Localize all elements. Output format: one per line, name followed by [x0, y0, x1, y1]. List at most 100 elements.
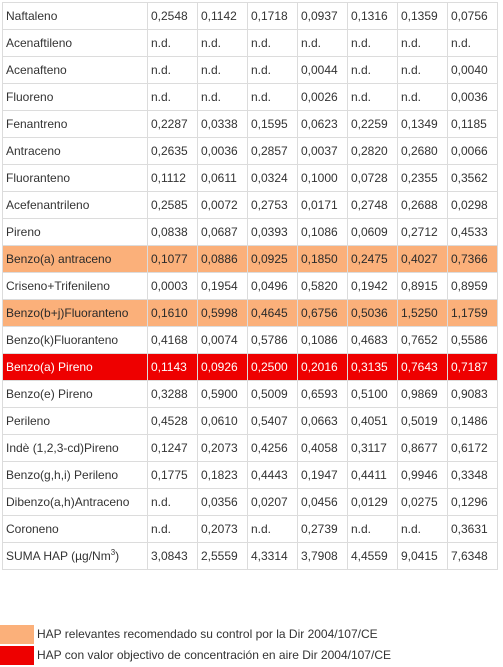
value-cell: 0,0926	[197, 353, 248, 381]
value-cell: 0,2259	[347, 110, 398, 138]
value-cell: 0,1954	[197, 272, 248, 300]
value-cell: 0,2548	[147, 2, 198, 30]
compound-name-cell: Benzo(a) Pireno	[2, 353, 148, 381]
value-cell: 0,0609	[347, 218, 398, 246]
value-cell: 1,5250	[397, 299, 448, 327]
legend-swatch-orange	[0, 625, 34, 644]
value-cell: 0,1143	[147, 353, 198, 381]
value-cell: 0,0037	[297, 137, 348, 165]
value-cell: 0,1086	[297, 326, 348, 354]
value-cell: 0,2857	[247, 137, 298, 165]
value-cell: 0,0026	[297, 83, 348, 111]
value-cell: n.d.	[247, 56, 298, 84]
legend-item-relevant: HAP relevantes recomendado su control po…	[0, 625, 500, 644]
value-cell: 0,4411	[347, 461, 398, 489]
value-cell: 0,0610	[197, 407, 248, 435]
value-cell: n.d.	[147, 29, 198, 57]
value-cell: 0,3631	[447, 515, 498, 543]
compound-name-cell: Acenaftileno	[2, 29, 148, 57]
value-cell: n.d.	[347, 56, 398, 84]
value-cell: n.d.	[397, 515, 448, 543]
compound-name-cell: Fluoranteno	[2, 164, 148, 192]
value-cell: 0,2688	[397, 191, 448, 219]
total-label: SUMA HAP (µg/Nm	[6, 549, 111, 563]
table-row: Antraceno 0,2635 0,0036 0,2857 0,0037 0,2820 0…	[2, 137, 498, 165]
compound-name-cell: Naftaleno	[2, 2, 148, 30]
value-cell: 0,9946	[397, 461, 448, 489]
value-cell: n.d.	[297, 29, 348, 57]
value-cell: 0,4533	[447, 218, 498, 246]
value-cell: 0,4645	[247, 299, 298, 327]
compound-name-cell: Pireno	[2, 218, 148, 246]
value-cell: 0,1077	[147, 245, 198, 273]
value-cell: n.d.	[197, 83, 248, 111]
value-cell: 0,5100	[347, 380, 398, 408]
compound-name-cell: Benzo(e) Pireno	[2, 380, 148, 408]
total-value-cell: 4,4559	[347, 542, 398, 570]
value-cell: 0,2073	[197, 515, 248, 543]
value-cell: 0,0324	[247, 164, 298, 192]
value-cell: 0,2585	[147, 191, 198, 219]
value-cell: 0,0072	[197, 191, 248, 219]
value-cell: 0,2820	[347, 137, 398, 165]
legend-text-relevant: HAP relevantes recomendado su control po…	[37, 627, 378, 641]
value-cell: 0,2355	[397, 164, 448, 192]
table-row: Acenafteno n.d. n.d. n.d. 0,0044 n.d. n.d. 0,00…	[2, 56, 498, 84]
value-cell: 0,0338	[197, 110, 248, 138]
compound-name-cell: Fluoreno	[2, 83, 148, 111]
value-cell: 0,1775	[147, 461, 198, 489]
value-cell: 0,5900	[197, 380, 248, 408]
table-row: Acenaftileno n.d. n.d. n.d. n.d. n.d. n.d. n.d.	[2, 29, 498, 57]
value-cell: 0,1486	[447, 407, 498, 435]
value-cell: n.d.	[147, 56, 198, 84]
table-row: Benzo(k)Fluoranteno 0,4168 0,0074 0,5786 0,1…	[2, 326, 498, 354]
compound-name-cell: Benzo(g,h,i) Perileno	[2, 461, 148, 489]
compound-name-cell: Benzo(b+j)Fluoranteno	[2, 299, 148, 327]
value-cell: 0,0838	[147, 218, 198, 246]
value-cell: 0,1142	[197, 2, 248, 30]
total-value-cell: 3,0843	[147, 542, 198, 570]
value-cell: n.d.	[247, 515, 298, 543]
value-cell: 0,7187	[447, 353, 498, 381]
value-cell: 0,5407	[247, 407, 298, 435]
total-label-superscript: 3	[110, 548, 116, 557]
value-cell: 0,0937	[297, 2, 348, 30]
table-row: Fluoranteno 0,1112 0,0611 0,0324 0,1000 0,072…	[2, 164, 498, 192]
legend-text-target-value: HAP con valor objectivo de concentración…	[37, 648, 391, 662]
value-cell: 0,2680	[397, 137, 448, 165]
value-cell: 0,4256	[247, 434, 298, 462]
value-cell: 0,1718	[247, 2, 298, 30]
value-cell: 0,2073	[197, 434, 248, 462]
value-cell: 0,0728	[347, 164, 398, 192]
table-row: Benzo(g,h,i) Perileno 0,1775 0,1823 0,4443 0…	[2, 461, 498, 489]
value-cell: n.d.	[347, 29, 398, 57]
value-cell: 0,1359	[397, 2, 448, 30]
value-cell: 0,5998	[197, 299, 248, 327]
value-cell: 0,3117	[347, 434, 398, 462]
value-cell: 0,0611	[197, 164, 248, 192]
value-cell: 0,5786	[247, 326, 298, 354]
table-row: Benzo(b+j)Fluoranteno 0,1610 0,5998 0,4645 0…	[2, 299, 498, 327]
value-cell: 0,0066	[447, 137, 498, 165]
value-cell: 0,7652	[397, 326, 448, 354]
total-value-cell: 9,0415	[397, 542, 448, 570]
value-cell: n.d.	[147, 515, 198, 543]
table-row: Criseno+Trifenileno 0,0003 0,1954 0,0496 0,5…	[2, 272, 498, 300]
compound-name-cell: Coroneno	[2, 515, 148, 543]
value-cell: 0,0886	[197, 245, 248, 273]
value-cell: 0,2635	[147, 137, 198, 165]
value-cell: 0,6756	[297, 299, 348, 327]
value-cell: 1,1759	[447, 299, 498, 327]
value-cell: 0,1185	[447, 110, 498, 138]
value-cell: 0,0756	[447, 2, 498, 30]
table-row: Acefenantrileno 0,2585 0,0072 0,2753 0,0171 0…	[2, 191, 498, 219]
value-cell: 0,0036	[447, 83, 498, 111]
table-row: Naftaleno 0,2548 0,1142 0,1718 0,0937 0,1316 0…	[2, 2, 498, 30]
value-cell: n.d.	[197, 29, 248, 57]
table-row: Benzo(a) antraceno 0,1077 0,0886 0,0925 0,18…	[2, 245, 498, 273]
value-cell: n.d.	[347, 83, 398, 111]
value-cell: 0,5019	[397, 407, 448, 435]
value-cell: 0,4443	[247, 461, 298, 489]
value-cell: 0,2500	[247, 353, 298, 381]
value-cell: n.d.	[247, 83, 298, 111]
